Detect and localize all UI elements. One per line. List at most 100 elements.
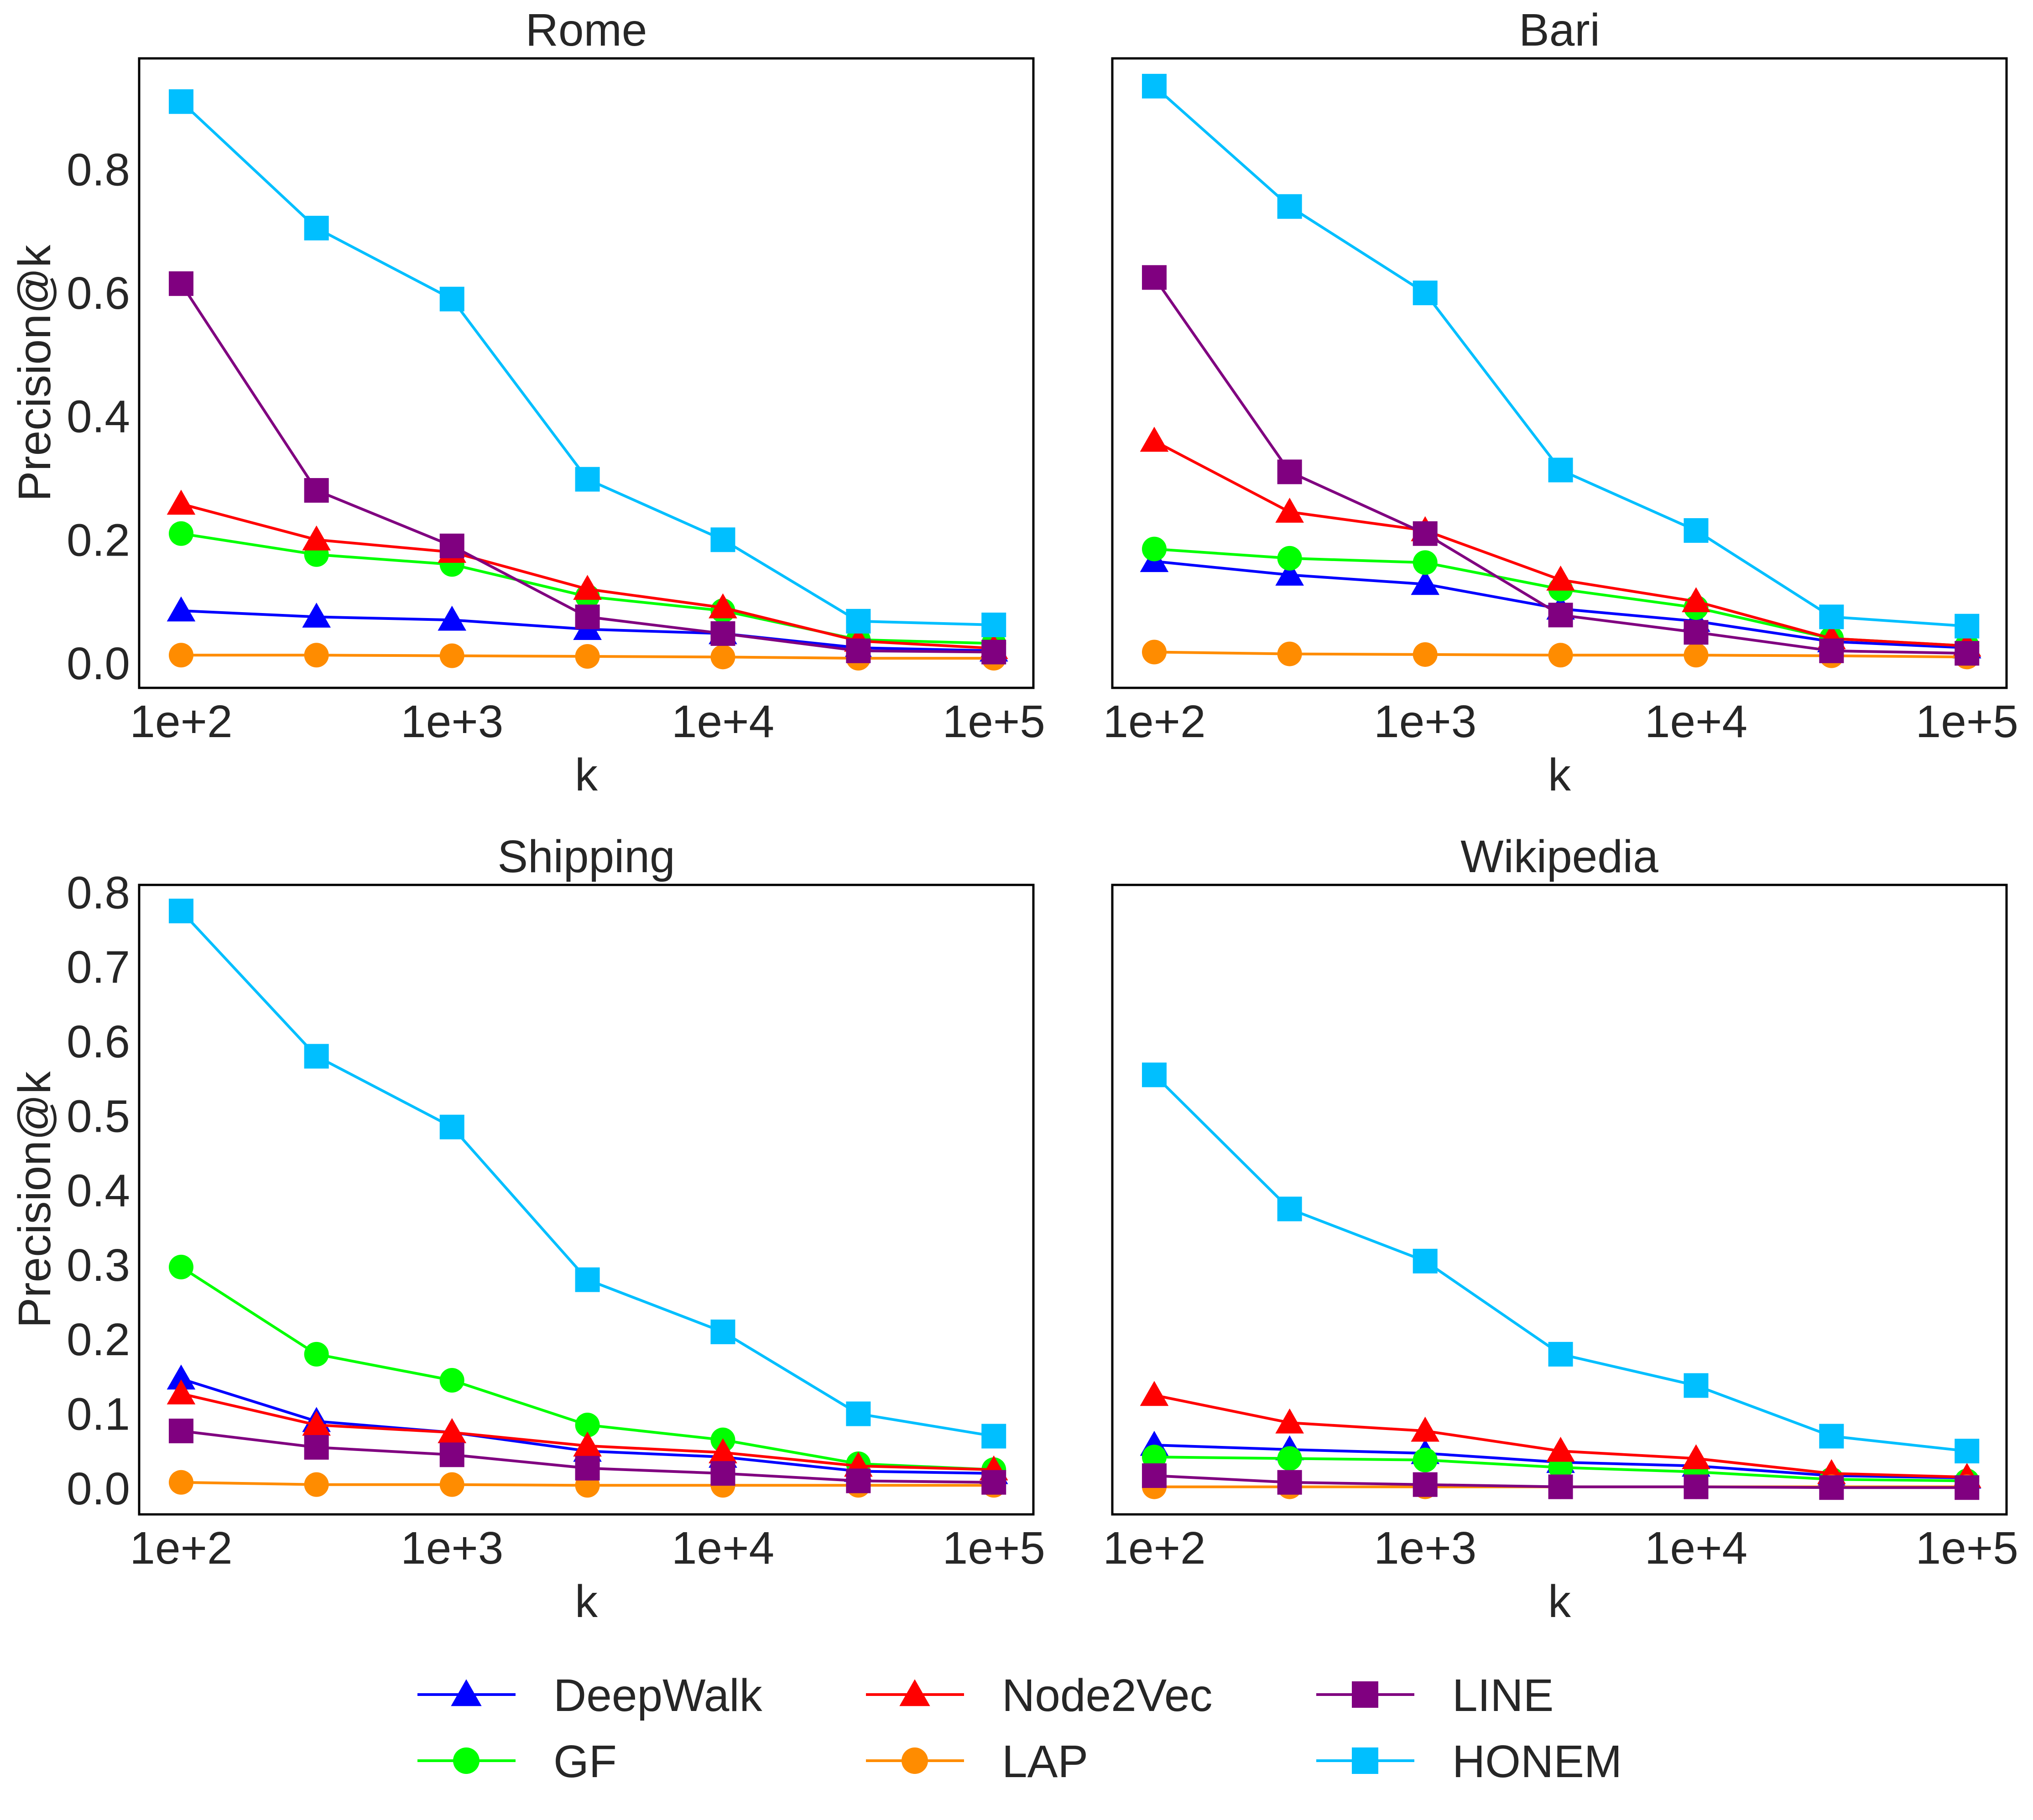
data-point-honem: [575, 1267, 600, 1292]
y-tick-label: 0.6: [67, 1016, 130, 1067]
data-point-deepwalk: [438, 605, 467, 631]
data-point-honem: [439, 1114, 464, 1139]
plot-area-shipping: [138, 884, 1035, 1516]
data-point-line: [1413, 521, 1438, 546]
data-point-gf: [1142, 1445, 1167, 1470]
data-point-gf: [1277, 546, 1302, 571]
data-point-lap: [439, 643, 464, 668]
legend-label-lap: LAP: [1002, 1736, 1088, 1787]
x-tick-label: 1e+3: [1374, 1523, 1476, 1574]
data-point-node2vec: [1275, 498, 1304, 523]
data-point-node2vec: [1140, 1381, 1169, 1406]
legend-marker-lap: [902, 1747, 928, 1774]
panel-shipping: Shipping 1e+2 1e+3 1e+4 1e+5 k 0.0 0.1 0.2 0.3 0.4…: [9, 831, 1045, 1627]
data-point-line: [168, 1419, 193, 1444]
data-point-honem: [846, 1401, 871, 1426]
x-axis-label: k: [575, 1576, 598, 1627]
series-line: [168, 271, 1006, 665]
x-tick-label: 1e+4: [1645, 1523, 1747, 1574]
data-point-honem: [1548, 1342, 1573, 1367]
legend-entry-node2vec: Node2Vec: [866, 1670, 1212, 1721]
data-point-honem: [1413, 281, 1438, 306]
data-point-gf: [439, 1368, 464, 1393]
data-point-line: [1819, 1475, 1844, 1500]
data-point-line: [1142, 1463, 1167, 1488]
data-point-line: [1548, 1474, 1573, 1499]
data-point-gf: [1413, 1447, 1438, 1472]
x-tick-label: 1e+5: [943, 696, 1045, 747]
data-point-line: [439, 533, 464, 558]
data-point-line: [710, 1461, 735, 1486]
data-point-node2vec: [709, 1438, 737, 1463]
data-point-line: [1684, 1474, 1709, 1499]
data-point-gf: [575, 1413, 600, 1438]
data-point-lap: [168, 643, 193, 668]
x-tick-label: 1e+5: [1916, 696, 2018, 747]
data-point-node2vec: [1275, 1408, 1304, 1434]
data-point-honem: [981, 1424, 1006, 1449]
data-point-honem: [168, 89, 193, 114]
data-point-gf: [1413, 550, 1438, 575]
y-axis-label: Precision@k: [9, 244, 60, 502]
y-tick-label: 0.8: [67, 867, 130, 918]
chart-title-rome: Rome: [526, 5, 647, 56]
series-honem: [168, 89, 1006, 637]
x-axis-label: k: [1548, 749, 1571, 801]
data-point-node2vec: [1682, 1444, 1710, 1470]
data-point-node2vec: [1546, 565, 1575, 591]
data-point-node2vec: [1682, 587, 1710, 613]
x-tick-label: 1e+5: [943, 1523, 1045, 1574]
data-point-lap: [168, 1470, 193, 1495]
data-point-line: [439, 1442, 464, 1467]
data-point-lap: [710, 645, 735, 670]
data-point-line: [304, 1435, 329, 1460]
data-point-honem: [1955, 614, 1980, 639]
y-axis-label: Precision@k: [9, 1071, 60, 1328]
series-line: [1142, 265, 1980, 666]
legend-label-gf: GF: [553, 1736, 617, 1787]
data-point-honem: [1277, 1196, 1302, 1222]
legend-marker-honem: [1352, 1747, 1378, 1774]
data-point-gf: [168, 521, 193, 546]
data-point-line: [1955, 1475, 1980, 1500]
data-point-honem: [1684, 518, 1709, 543]
data-point-deepwalk: [302, 603, 331, 628]
x-tick-label: 1e+4: [1645, 696, 1747, 747]
data-point-line: [1413, 1472, 1438, 1497]
y-tick-label: 0.2: [67, 1314, 130, 1365]
x-axis-label: k: [1548, 1576, 1571, 1627]
data-point-node2vec: [302, 1410, 331, 1436]
legend-label-node2vec: Node2Vec: [1002, 1670, 1212, 1721]
data-point-lap: [575, 644, 600, 669]
data-point-line: [710, 621, 735, 646]
data-point-line: [1277, 1470, 1302, 1495]
data-point-line: [1819, 638, 1844, 663]
legend-label-honem: HONEM: [1452, 1736, 1622, 1787]
x-axis-label: k: [575, 749, 598, 801]
data-point-lap: [1548, 643, 1573, 668]
panel-bari: Bari 1e+2 1e+3 1e+4 1e+5 k: [1103, 5, 2018, 801]
legend-entry-lap: LAP: [866, 1736, 1088, 1787]
data-point-lap: [1142, 640, 1167, 665]
x-tick-label: 1e+3: [401, 1523, 503, 1574]
y-tick-label: 0.2: [67, 515, 130, 566]
data-point-line: [846, 1468, 871, 1493]
plot-area-bari: [1111, 57, 2008, 689]
y-tick-label: 0.6: [67, 268, 130, 319]
data-point-line: [575, 604, 600, 629]
data-point-gf: [1142, 536, 1167, 562]
legend-marker-gf: [453, 1747, 480, 1774]
data-point-honem: [304, 216, 329, 241]
data-point-honem: [1955, 1439, 1980, 1464]
data-point-node2vec: [302, 525, 331, 551]
y-tick-label: 0.4: [67, 391, 130, 442]
data-point-honem: [710, 1319, 735, 1344]
data-point-line: [1277, 459, 1302, 484]
legend-label-deepwalk: DeepWalk: [553, 1670, 763, 1721]
data-point-line: [304, 478, 329, 503]
data-point-line: [846, 638, 871, 663]
data-point-node2vec: [438, 1418, 467, 1443]
data-point-honem: [1819, 1424, 1844, 1449]
x-tick-label: 1e+2: [130, 1523, 232, 1574]
